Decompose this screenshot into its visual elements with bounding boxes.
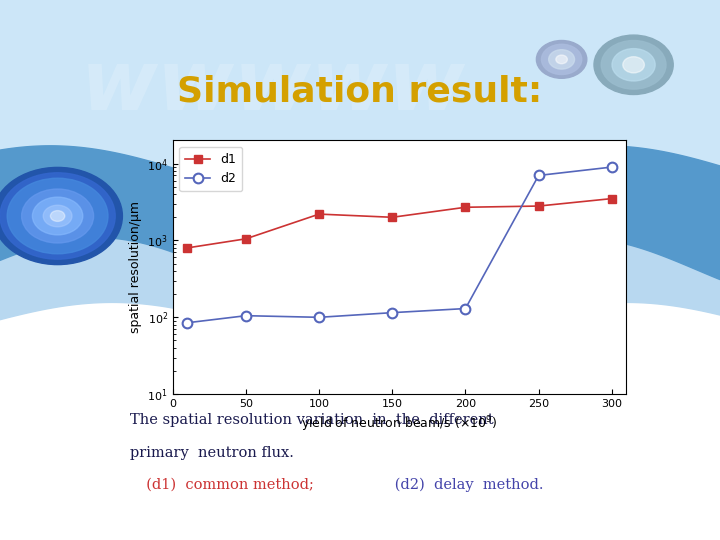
Circle shape — [50, 211, 65, 221]
Circle shape — [601, 40, 666, 89]
d2 — [242, 313, 251, 319]
Text: wuwuwuwu: wuwuwuwu — [260, 130, 532, 172]
Text: (d2)  delay  method.: (d2) delay method. — [367, 478, 544, 492]
Line: d2: d2 — [183, 162, 616, 328]
Polygon shape — [0, 0, 720, 238]
d2 — [183, 320, 192, 326]
Circle shape — [623, 57, 644, 73]
d1 — [388, 214, 397, 220]
Circle shape — [43, 205, 72, 227]
Circle shape — [549, 50, 575, 69]
Text: The spatial resolution variation  in  the  different: The spatial resolution variation in the … — [130, 413, 493, 427]
d2 — [388, 309, 397, 316]
d1 — [183, 245, 192, 251]
Polygon shape — [0, 216, 720, 346]
d1 — [242, 235, 251, 242]
Circle shape — [556, 55, 567, 64]
d1 — [534, 203, 543, 210]
Y-axis label: spatial resolution/μm: spatial resolution/μm — [129, 201, 142, 333]
Circle shape — [594, 35, 673, 94]
d2 — [461, 305, 469, 312]
Text: Simulation result:: Simulation result: — [177, 75, 543, 109]
Circle shape — [612, 49, 655, 81]
d1 — [461, 204, 469, 211]
d2 — [608, 164, 616, 170]
d2 — [534, 172, 543, 179]
d1 — [608, 195, 616, 202]
Circle shape — [0, 173, 115, 259]
Text: primary  neutron flux.: primary neutron flux. — [130, 446, 294, 460]
Text: wwwww: wwwww — [81, 46, 466, 127]
Circle shape — [541, 44, 582, 75]
Circle shape — [32, 197, 83, 235]
d2 — [315, 314, 323, 321]
Polygon shape — [0, 146, 720, 302]
Legend: d1, d2: d1, d2 — [179, 147, 243, 191]
Circle shape — [0, 167, 122, 265]
Circle shape — [536, 40, 587, 78]
Line: d1: d1 — [184, 194, 616, 252]
Circle shape — [22, 189, 94, 243]
d1 — [315, 211, 323, 217]
X-axis label: yield of neutron beam/s ($\times$10$^9$): yield of neutron beam/s ($\times$10$^9$) — [302, 415, 498, 434]
Circle shape — [7, 178, 108, 254]
Text: (d1)  common method;: (d1) common method; — [137, 478, 314, 492]
